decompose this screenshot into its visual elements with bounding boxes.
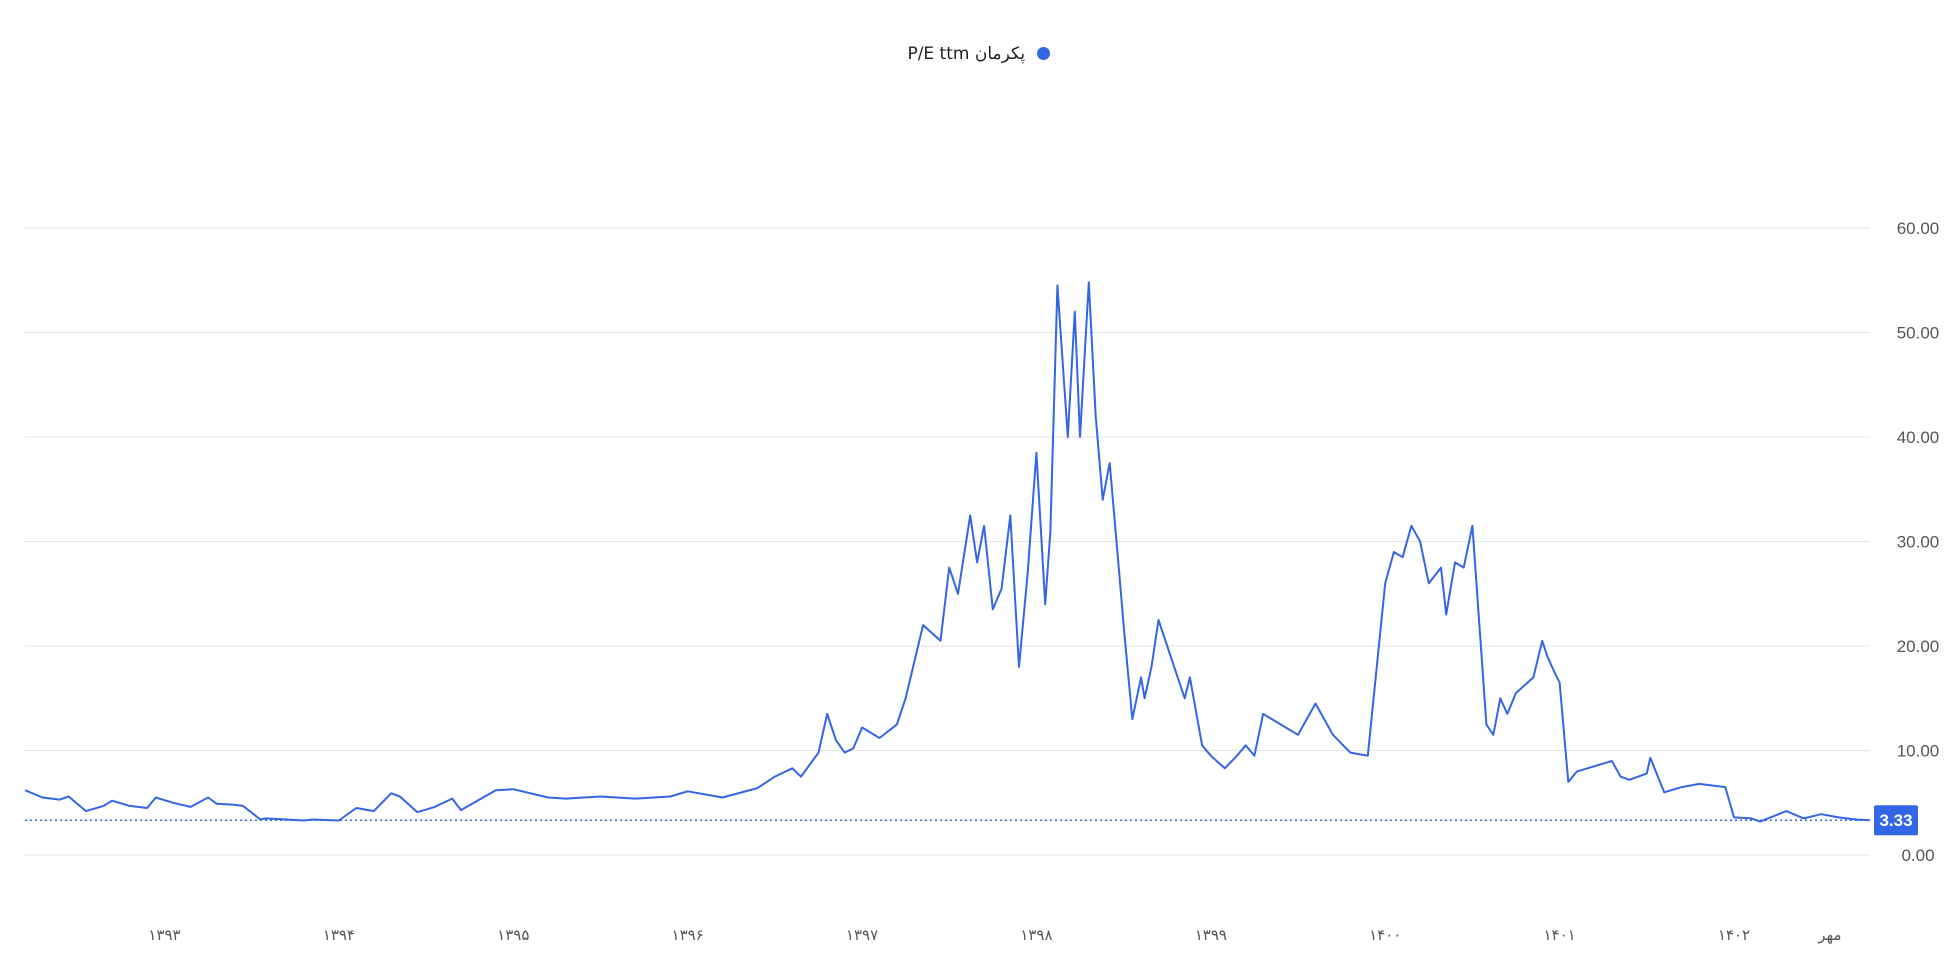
x-tick-label: ۱۳۹۷: [846, 926, 878, 944]
y-tick-label: 0.00: [1901, 846, 1934, 865]
y-tick-label: 50.00: [1897, 324, 1940, 343]
x-tick-label: ۱۳۹۶: [672, 926, 704, 944]
x-tick-label: ۱۳۹۴: [323, 926, 355, 944]
legend[interactable]: P/E ttm پکرمان: [0, 44, 1957, 64]
x-tick-label: ۱۳۹۳: [148, 926, 180, 944]
last-value-label: 3.33: [1879, 811, 1912, 830]
x-tick-label: ۱۴۰۱: [1543, 926, 1575, 944]
x-tick-label: ۱۳۹۵: [497, 926, 529, 944]
y-tick-label: 30.00: [1897, 533, 1940, 552]
legend-label: P/E ttm پکرمان: [907, 44, 1026, 64]
x-tick-label: مهر: [1817, 926, 1841, 944]
last-value-badge: [1874, 805, 1918, 836]
y-tick-label: 10.00: [1897, 742, 1940, 761]
y-tick-label: 20.00: [1897, 637, 1940, 656]
y-tick-label: 40.00: [1897, 428, 1940, 447]
series-line: [24, 281, 1871, 823]
x-tick-label: ۱۴۰۲: [1718, 926, 1750, 944]
legend-dot-icon: [1036, 47, 1050, 60]
x-tick-label: ۱۳۹۹: [1195, 926, 1227, 944]
y-tick-label: 60.00: [1897, 219, 1940, 238]
x-tick-label: ۱۳۹۸: [1020, 926, 1052, 944]
x-tick-label: ۱۴۰۰: [1369, 926, 1401, 944]
